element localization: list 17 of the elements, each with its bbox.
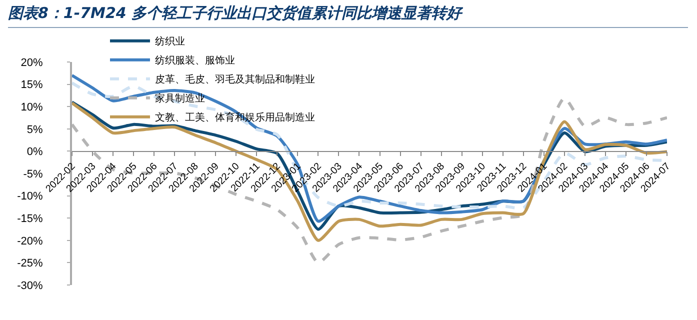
- y-tick-label: -15%: [17, 212, 44, 225]
- chart-title: 图表8：1-7M24 多个轻工子行业出口交货值累计同比增速显著转好: [8, 4, 688, 28]
- legend-label: 纺织服装、服饰业: [155, 54, 235, 67]
- y-tick-label: -30%: [17, 280, 44, 292]
- legend-label: 文教、工美、体育和娱乐用品制造业: [155, 112, 315, 124]
- y-tick-label: 10%: [20, 101, 44, 114]
- y-tick-label: 15%: [20, 79, 44, 92]
- y-tick-label: -10%: [17, 190, 44, 203]
- y-tick-label: -25%: [17, 258, 44, 270]
- y-tick-label: 0%: [26, 146, 44, 158]
- legend-label: 皮革、毛皮、羽毛及其制品和制鞋业: [155, 74, 315, 86]
- y-tick-label: 20%: [20, 56, 44, 69]
- y-tick-label: 5%: [26, 124, 44, 136]
- legend-label: 家具制造业: [155, 92, 205, 105]
- legend-label: 纺织业: [155, 36, 185, 48]
- y-tick-label: -5%: [23, 168, 44, 180]
- y-tick-label: -20%: [17, 235, 44, 248]
